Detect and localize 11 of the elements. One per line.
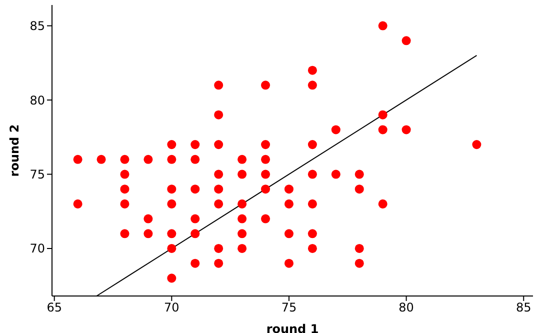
x-tick-label: 85 <box>516 300 532 315</box>
y-axis-title: round 2 <box>7 124 22 177</box>
y-tick-label: 70 <box>30 242 45 256</box>
x-tick-label: 70 <box>164 300 180 315</box>
x-tick-label: 65 <box>46 300 62 315</box>
y-tick-label: 85 <box>30 19 45 34</box>
x-axis-title: round 1 <box>266 322 319 333</box>
y-tick-label: 75 <box>30 168 45 182</box>
x-tick-label: 80 <box>398 300 414 315</box>
y-tick-label: 80 <box>30 93 45 108</box>
x-tick-label: 75 <box>281 300 297 315</box>
